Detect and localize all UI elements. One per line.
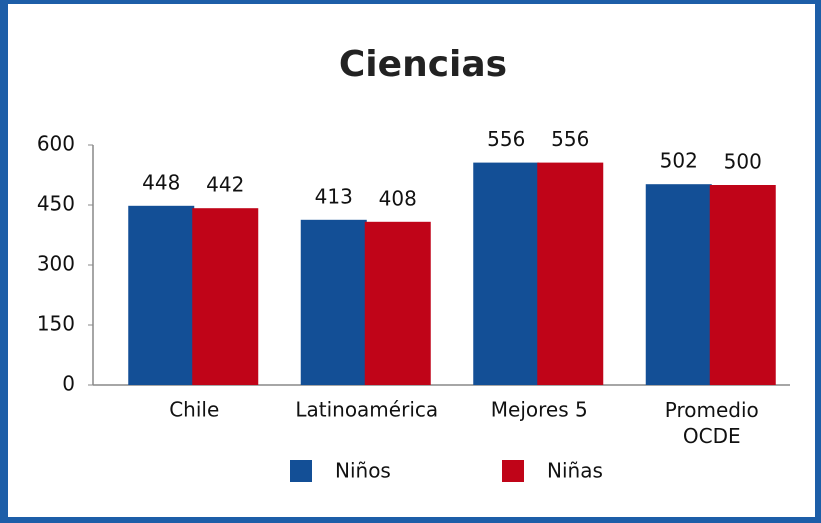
- data-label: 413: [315, 184, 353, 208]
- y-tick-label: 0: [62, 372, 75, 396]
- bar: [128, 205, 195, 385]
- bar: [709, 185, 776, 385]
- legend-label: Niñas: [547, 459, 603, 483]
- x-tick-label: Promedio OCDE: [665, 398, 759, 448]
- legend-swatch: [290, 460, 312, 482]
- y-tick-label: 300: [37, 252, 75, 276]
- legend-swatch: [502, 460, 524, 482]
- chart: Ciencias 0 150 300 450 600 Chile 448 442 Latinoa…: [37, 44, 790, 483]
- data-label: 500: [724, 150, 762, 174]
- y-tick-label: 450: [37, 192, 75, 216]
- data-label: 556: [487, 127, 525, 151]
- bar: [364, 221, 431, 385]
- data-label: 556: [551, 127, 589, 151]
- bar: [537, 162, 604, 385]
- data-label: 408: [379, 186, 417, 210]
- y-tick-label: 600: [37, 132, 75, 156]
- bar: [473, 162, 540, 385]
- data-label: 502: [660, 149, 698, 173]
- chart-title: Ciencias: [339, 44, 507, 85]
- y-tick-label: 150: [37, 312, 75, 336]
- bar: [300, 219, 367, 385]
- data-label: 442: [206, 173, 244, 197]
- bar: [645, 184, 712, 385]
- bar: [192, 208, 259, 385]
- x-tick-label: Latinoamérica: [295, 398, 438, 422]
- legend-label: Niños: [335, 459, 391, 483]
- data-label: 448: [142, 170, 180, 194]
- x-tick-label: Chile: [169, 398, 219, 422]
- x-tick-label: Mejores 5: [491, 398, 588, 422]
